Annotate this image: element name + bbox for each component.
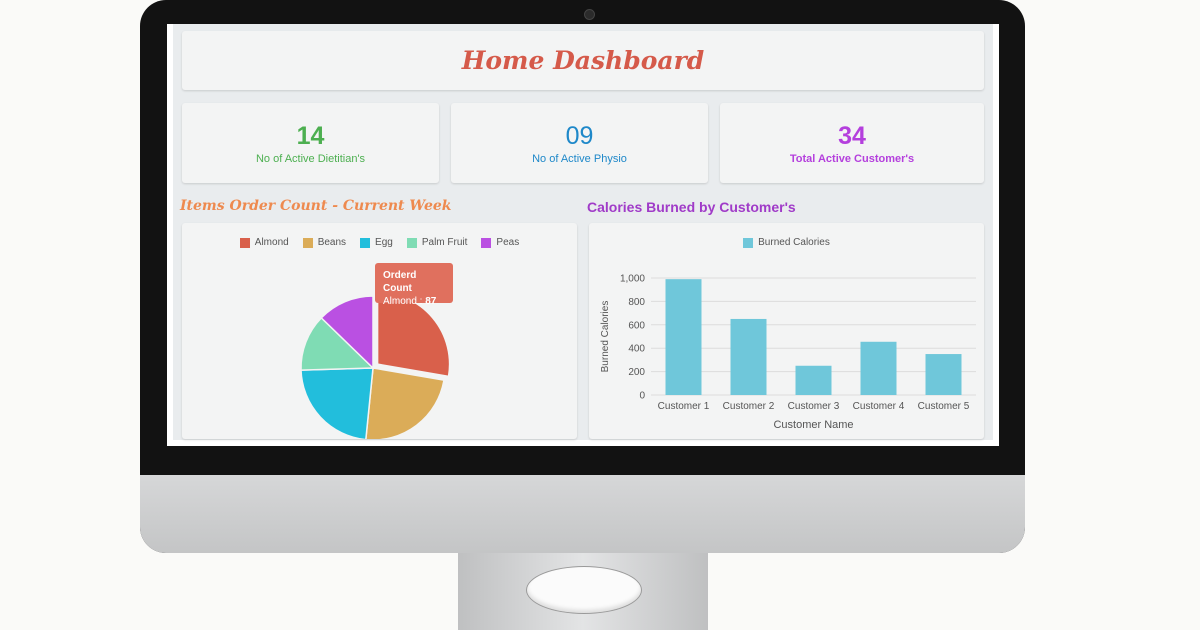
legend-label: Burned Calories: [758, 237, 830, 248]
stat-value: 09: [565, 122, 594, 150]
y-tick-label: 200: [628, 367, 645, 378]
x-tick-label: Customer 5: [918, 401, 970, 412]
legend-item-beans[interactable]: Beans: [302, 237, 347, 248]
legend-item-burned-calories[interactable]: Burned Calories: [743, 237, 830, 248]
screen: Home Dashboard 14 No of Active Dietitian…: [167, 24, 999, 446]
stat-card-dietitians[interactable]: 14 No of Active Dietitian's: [182, 103, 439, 183]
legend-label: Palm Fruit: [421, 237, 468, 248]
stat-label: No of Active Physio: [532, 153, 627, 165]
y-axis-label: Burned Calories: [600, 301, 611, 373]
title-card: Home Dashboard: [182, 31, 984, 90]
stat-card-customers[interactable]: 34 Total Active Customer's: [720, 103, 984, 183]
legend-item-palm-fruit[interactable]: Palm Fruit: [406, 237, 468, 248]
x-axis-label: Customer Name: [773, 419, 853, 431]
stat-card-physio[interactable]: 09 No of Active Physio: [451, 103, 708, 183]
legend-item-egg[interactable]: Egg: [360, 237, 393, 248]
legend-swatch: [743, 237, 754, 248]
y-tick-label: 800: [628, 297, 645, 308]
page-title: Home Dashboard: [461, 46, 705, 75]
pie-legend: Almond Beans Egg Palm Fruit Peas: [182, 237, 577, 248]
bar-chart-card: Burned Calories 0 200 400 600 800 1,000 Custom…: [589, 223, 984, 439]
bar-customer-3: [795, 365, 832, 395]
legend-item-almond[interactable]: Almond: [239, 237, 289, 248]
legend-label: Beans: [317, 237, 347, 248]
bar-legend: Burned Calories: [589, 237, 984, 248]
pie-chart-card: Almond Beans Egg Palm Fruit Peas Orderd Coun…: [182, 223, 577, 439]
legend-swatch: [481, 237, 492, 248]
stat-value: 14: [296, 122, 325, 150]
legend-swatch: [239, 237, 250, 248]
legend-swatch: [406, 237, 417, 248]
bar-customer-1: [665, 279, 702, 395]
y-tick-label: 400: [628, 344, 645, 355]
bar-chart: 0 200 400 600 800 1,000 Customer 1 Customer 2 Cu…: [600, 274, 976, 431]
y-tick-label: 1,000: [620, 274, 645, 285]
legend-swatch: [360, 237, 371, 248]
stat-value: 34: [838, 122, 866, 150]
dashboard: Home Dashboard 14 No of Active Dietitian…: [173, 24, 993, 440]
x-tick-label: Customer 1: [658, 401, 710, 412]
legend-item-peas[interactable]: Peas: [481, 237, 519, 248]
y-tick-label: 600: [628, 320, 645, 331]
legend-label: Egg: [375, 237, 393, 248]
legend-swatch: [302, 237, 313, 248]
stat-label: Total Active Customer's: [789, 153, 915, 165]
tooltip-label: Almond: [383, 296, 417, 307]
pie-slice-beans: [365, 367, 445, 439]
monitor-chin: [140, 475, 1025, 553]
y-tick-label: 0: [639, 391, 645, 402]
pie-section-title: Items Order Count - Current Week: [180, 198, 452, 214]
camera-icon: [584, 9, 595, 20]
pie-slice-egg: [300, 367, 374, 439]
x-tick-label: Customer 3: [788, 401, 840, 412]
stat-label: No of Active Dietitian's: [255, 153, 366, 165]
pie-slice-palm-fruit: [300, 316, 375, 371]
pie-chart: [300, 291, 451, 439]
tooltip-value: 87: [425, 296, 437, 307]
bar-customer-5: [925, 354, 962, 395]
legend-label: Peas: [496, 237, 520, 248]
pie-tooltip: Orderd Count Almond : 87: [375, 263, 453, 307]
pie-slice-peas: [320, 295, 374, 370]
tooltip-title: Orderd Count: [383, 270, 417, 294]
x-tick-label: Customer 4: [853, 401, 905, 412]
bar-customer-4: [860, 341, 897, 395]
x-tick-label: Customer 2: [723, 401, 775, 412]
legend-label: Almond: [254, 237, 289, 248]
bar-section-title: Calories Burned by Customer's: [587, 199, 796, 215]
bar-customer-2: [730, 318, 767, 395]
monitor-stand-base: [526, 566, 642, 614]
